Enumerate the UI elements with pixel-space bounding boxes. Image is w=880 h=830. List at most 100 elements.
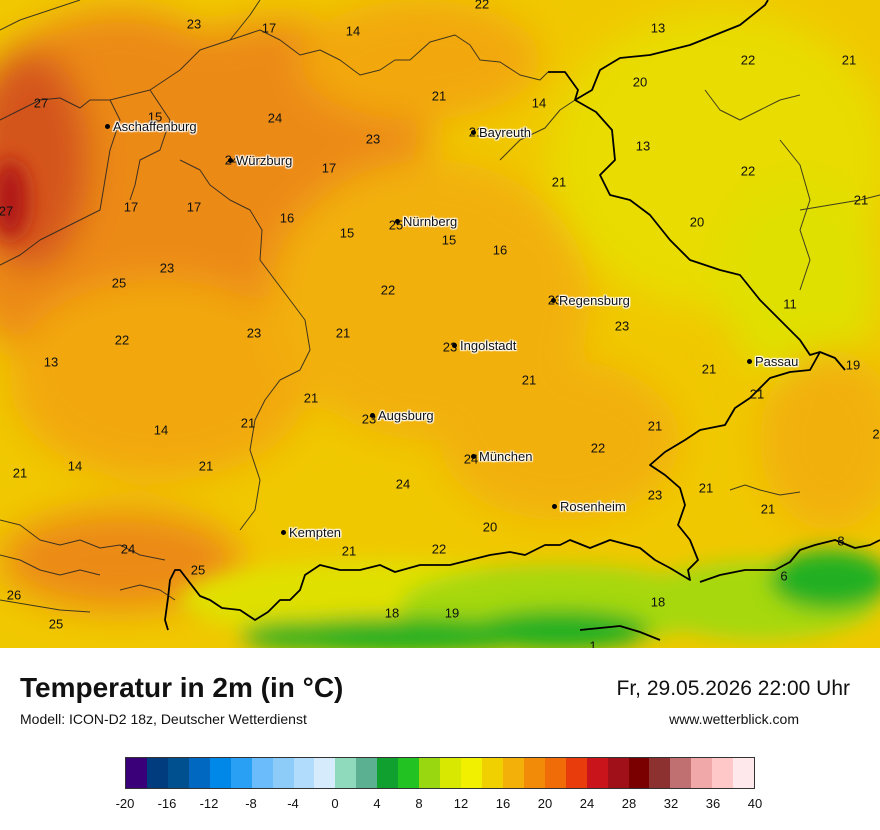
map-value: 21 xyxy=(521,372,537,388)
map-value: 17 xyxy=(321,160,337,176)
map-value: 21 xyxy=(760,501,776,517)
website-link[interactable]: www.wetterblick.com xyxy=(669,711,799,727)
legend-tick-label: 12 xyxy=(453,796,469,811)
city-label: Kempten xyxy=(289,525,342,540)
map-value: 17 xyxy=(186,199,202,215)
map-value: 21 xyxy=(468,124,484,140)
map-value: 13 xyxy=(43,354,59,370)
city-label: Würzburg xyxy=(236,153,293,168)
map-value: 22 xyxy=(474,0,490,12)
city-label: Passau xyxy=(755,354,799,369)
legend-tick-label: -16 xyxy=(157,796,177,811)
city-marker-icon xyxy=(552,504,557,509)
map-value: 22 xyxy=(114,332,130,348)
legend-tick-label: 24 xyxy=(579,796,595,811)
legend-tick-label: 4 xyxy=(373,796,381,811)
legend-color-cell xyxy=(314,758,336,788)
legend-color-cell xyxy=(670,758,692,788)
legend-color-cell xyxy=(335,758,357,788)
map-footer: Temperatur in 2m (in °C) Modell: ICON-D2… xyxy=(0,648,880,830)
legend-color-cell xyxy=(649,758,671,788)
map-value: 21 xyxy=(853,192,869,208)
city-label: Rosenheim xyxy=(560,499,626,514)
map-value: 22 xyxy=(740,163,756,179)
legend-tick-label: -4 xyxy=(287,796,299,811)
legend-color-cell xyxy=(398,758,420,788)
map-value: 21 xyxy=(701,361,717,377)
map-background xyxy=(0,0,880,648)
legend-color-cell xyxy=(356,758,378,788)
map-value: 24 xyxy=(267,110,283,126)
legend-color-cell xyxy=(126,758,147,788)
map-value: 14 xyxy=(345,23,361,39)
map-value: 25 xyxy=(190,562,206,578)
map-value: 27 xyxy=(0,203,14,219)
legend-tick-label: 20 xyxy=(537,796,553,811)
map-value: 21 xyxy=(841,52,857,68)
legend-tick-label: 40 xyxy=(747,796,763,811)
map-title: Temperatur in 2m (in °C) xyxy=(20,672,344,703)
city-wuerzburg: Würzburg xyxy=(228,154,292,168)
legend-color-cell xyxy=(272,758,294,788)
legend-color-cell xyxy=(377,758,399,788)
map-value: 22 xyxy=(590,440,606,456)
city-marker-icon xyxy=(281,530,286,535)
legend-color-cell xyxy=(628,758,650,788)
legend-color-cell xyxy=(691,758,713,788)
city-marker-icon xyxy=(370,413,375,418)
city-regensburg: Regensburg xyxy=(551,294,630,308)
map-value: 23 xyxy=(246,325,262,341)
map-value: 21 xyxy=(303,390,319,406)
legend-tick-label: -8 xyxy=(245,796,257,811)
map-value: 25 xyxy=(48,616,64,632)
map-value: 15 xyxy=(147,109,163,125)
map-value: 15 xyxy=(339,225,355,241)
city-label: Bayreuth xyxy=(479,125,532,140)
map-value: 27 xyxy=(33,95,49,111)
city-marker-icon xyxy=(228,158,233,163)
legend-tick-label: 0 xyxy=(331,796,339,811)
legend-color-cell xyxy=(523,758,545,788)
map-value: 13 xyxy=(650,20,666,36)
legend-color-cell xyxy=(502,758,524,788)
city-label: Ingolstadt xyxy=(460,338,517,353)
legend-color-cell xyxy=(167,758,189,788)
legend-tick-label: -12 xyxy=(199,796,219,811)
city-marker-icon xyxy=(551,298,556,303)
legend-color-cell xyxy=(586,758,608,788)
city-label: Regensburg xyxy=(559,293,630,308)
color-legend xyxy=(125,757,755,789)
legend-color-cell xyxy=(481,758,503,788)
map-value: 14 xyxy=(67,458,83,474)
city-label: Aschaffenburg xyxy=(113,119,197,134)
map-value: 21 xyxy=(698,480,714,496)
legend-tick-label: 8 xyxy=(415,796,423,811)
map-value: 14 xyxy=(531,95,547,111)
legend-color-cell xyxy=(419,758,441,788)
city-marker-icon xyxy=(105,124,110,129)
legend-tick-label: -20 xyxy=(115,796,135,811)
map-value: 26 xyxy=(6,587,22,603)
map-value: 19 xyxy=(444,605,460,621)
city-passau: Passau xyxy=(747,355,798,369)
map-value: 17 xyxy=(123,199,139,215)
map-value: 1 xyxy=(589,638,597,649)
map-value: 21 xyxy=(431,88,447,104)
map-value: 19 xyxy=(845,357,861,373)
legend-color-cell xyxy=(251,758,273,788)
legend-color-cell xyxy=(544,758,566,788)
map-value: 25 xyxy=(111,275,127,291)
legend-color-cell xyxy=(293,758,315,788)
map-value: 18 xyxy=(384,605,400,621)
map-value: 16 xyxy=(492,242,508,258)
map-value: 23 xyxy=(159,260,175,276)
map-value: 24 xyxy=(120,541,136,557)
legend-color-cell xyxy=(230,758,252,788)
map-value: 18 xyxy=(650,594,666,610)
city-augsburg: Augsburg xyxy=(370,409,434,423)
map-value: 21 xyxy=(12,465,28,481)
legend-ticks: -20 -16 -12 -8 -4 0 4 8 12 16 20 24 28 32 36 40 xyxy=(116,794,763,814)
city-marker-icon xyxy=(452,343,457,348)
legend-color-cell xyxy=(146,758,168,788)
map-value: 21 xyxy=(551,174,567,190)
